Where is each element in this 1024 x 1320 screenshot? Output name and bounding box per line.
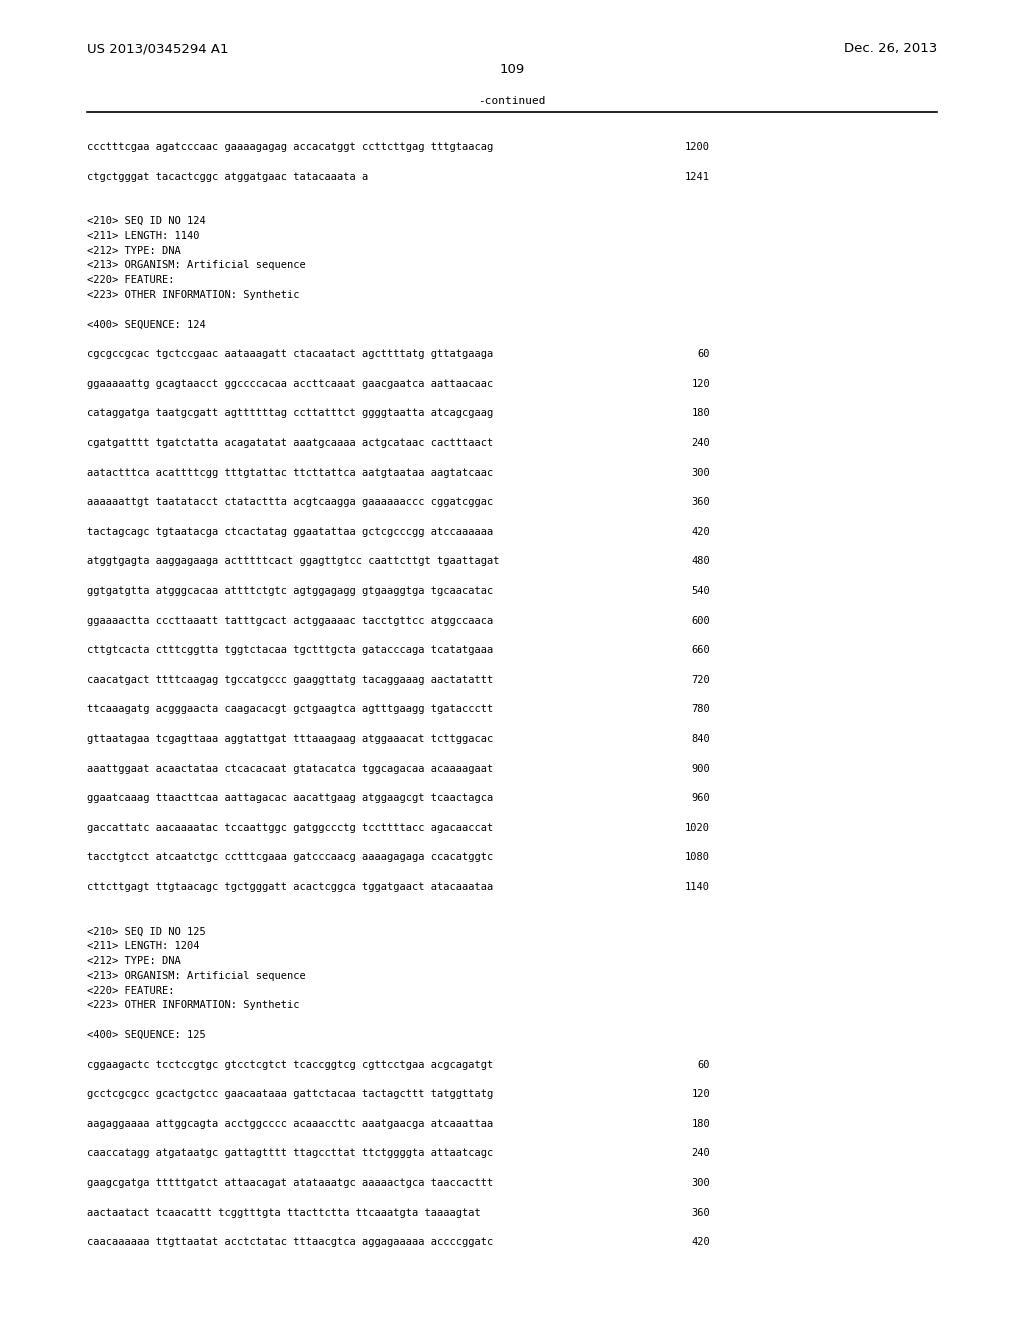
- Text: 540: 540: [691, 586, 710, 597]
- Text: 360: 360: [691, 498, 710, 507]
- Text: 1241: 1241: [685, 172, 710, 182]
- Text: <223> OTHER INFORMATION: Synthetic: <223> OTHER INFORMATION: Synthetic: [87, 1001, 299, 1010]
- Text: 420: 420: [691, 527, 710, 537]
- Text: <211> LENGTH: 1140: <211> LENGTH: 1140: [87, 231, 200, 240]
- Text: aatactttca acattttcgg tttgtattac ttcttattca aatgtaataa aagtatcaac: aatactttca acattttcgg tttgtattac ttcttat…: [87, 467, 494, 478]
- Text: caacatgact ttttcaagag tgccatgccc gaaggttatg tacaggaaag aactatattt: caacatgact ttttcaagag tgccatgccc gaaggtt…: [87, 675, 494, 685]
- Text: ttcaaagatg acgggaacta caagacacgt gctgaagtca agtttgaagg tgataccctt: ttcaaagatg acgggaacta caagacacgt gctgaag…: [87, 705, 494, 714]
- Text: 180: 180: [691, 408, 710, 418]
- Text: aactaatact tcaacattt tcggtttgta ttacttctta ttcaaatgta taaaagtat: aactaatact tcaacattt tcggtttgta ttacttct…: [87, 1208, 480, 1217]
- Text: <212> TYPE: DNA: <212> TYPE: DNA: [87, 956, 181, 966]
- Text: 240: 240: [691, 438, 710, 447]
- Text: gttaatagaa tcgagttaaa aggtattgat tttaaagaag atggaaacat tcttggacac: gttaatagaa tcgagttaaa aggtattgat tttaaag…: [87, 734, 494, 744]
- Text: gaccattatc aacaaaatac tccaattggc gatggccctg tccttttacc agacaaccat: gaccattatc aacaaaatac tccaattggc gatggcc…: [87, 822, 494, 833]
- Text: gaagcgatga tttttgatct attaacagat atataaatgc aaaaactgca taaccacttt: gaagcgatga tttttgatct attaacagat atataaa…: [87, 1177, 494, 1188]
- Text: aaattggaat acaactataa ctcacacaat gtatacatca tggcagacaa acaaaagaat: aaattggaat acaactataa ctcacacaat gtataca…: [87, 763, 494, 774]
- Text: <220> FEATURE:: <220> FEATURE:: [87, 275, 174, 285]
- Text: 120: 120: [691, 379, 710, 389]
- Text: ggaatcaaag ttaacttcaa aattagacac aacattgaag atggaagcgt tcaactagca: ggaatcaaag ttaacttcaa aattagacac aacattg…: [87, 793, 494, 803]
- Text: aagaggaaaa attggcagta acctggcccc acaaaccttc aaatgaacga atcaaattaa: aagaggaaaa attggcagta acctggcccc acaaacc…: [87, 1119, 494, 1129]
- Text: ctgctgggat tacactcggc atggatgaac tatacaaata a: ctgctgggat tacactcggc atggatgaac tatacaa…: [87, 172, 369, 182]
- Text: 180: 180: [691, 1119, 710, 1129]
- Text: <211> LENGTH: 1204: <211> LENGTH: 1204: [87, 941, 200, 952]
- Text: cttgtcacta ctttcggtta tggtctacaa tgctttgcta gatacccaga tcatatgaaa: cttgtcacta ctttcggtta tggtctacaa tgctttg…: [87, 645, 494, 655]
- Text: cataggatga taatgcgatt agttttttag ccttatttct ggggtaatta atcagcgaag: cataggatga taatgcgatt agttttttag ccttatt…: [87, 408, 494, 418]
- Text: 900: 900: [691, 763, 710, 774]
- Text: tactagcagc tgtaatacga ctcactatag ggaatattaa gctcgcccgg atccaaaaaa: tactagcagc tgtaatacga ctcactatag ggaatat…: [87, 527, 494, 537]
- Text: <213> ORGANISM: Artificial sequence: <213> ORGANISM: Artificial sequence: [87, 970, 306, 981]
- Text: atggtgagta aaggagaaga actttttcact ggagttgtcc caattcttgt tgaattagat: atggtgagta aaggagaaga actttttcact ggagtt…: [87, 557, 500, 566]
- Text: 960: 960: [691, 793, 710, 803]
- Text: ggaaaactta cccttaaatt tatttgcact actggaaaac tacctgttcc atggccaaca: ggaaaactta cccttaaatt tatttgcact actggaa…: [87, 615, 494, 626]
- Text: <210> SEQ ID NO 124: <210> SEQ ID NO 124: [87, 216, 206, 226]
- Text: 60: 60: [697, 1060, 710, 1069]
- Text: cggaagactc tcctccgtgc gtcctcgtct tcaccggtcg cgttcctgaa acgcagatgt: cggaagactc tcctccgtgc gtcctcgtct tcaccgg…: [87, 1060, 494, 1069]
- Text: 480: 480: [691, 557, 710, 566]
- Text: 1140: 1140: [685, 882, 710, 892]
- Text: <400> SEQUENCE: 124: <400> SEQUENCE: 124: [87, 319, 206, 330]
- Text: cttcttgagt ttgtaacagc tgctgggatt acactcggca tggatgaact atacaaataa: cttcttgagt ttgtaacagc tgctgggatt acactcg…: [87, 882, 494, 892]
- Text: caaccatagg atgataatgc gattagtttt ttagccttat ttctggggta attaatcagc: caaccatagg atgataatgc gattagtttt ttagcct…: [87, 1148, 494, 1159]
- Text: <213> ORGANISM: Artificial sequence: <213> ORGANISM: Artificial sequence: [87, 260, 306, 271]
- Text: <212> TYPE: DNA: <212> TYPE: DNA: [87, 246, 181, 256]
- Text: 109: 109: [500, 63, 524, 77]
- Text: <220> FEATURE:: <220> FEATURE:: [87, 986, 174, 995]
- Text: <223> OTHER INFORMATION: Synthetic: <223> OTHER INFORMATION: Synthetic: [87, 290, 299, 300]
- Text: 1020: 1020: [685, 822, 710, 833]
- Text: <400> SEQUENCE: 125: <400> SEQUENCE: 125: [87, 1030, 206, 1040]
- Text: gcctcgcgcc gcactgctcc gaacaataaa gattctacaa tactagcttt tatggttatg: gcctcgcgcc gcactgctcc gaacaataaa gattcta…: [87, 1089, 494, 1100]
- Text: cgcgccgcac tgctccgaac aataaagatt ctacaatact agcttttatg gttatgaaga: cgcgccgcac tgctccgaac aataaagatt ctacaat…: [87, 350, 494, 359]
- Text: ggtgatgtta atgggcacaa attttctgtc agtggagagg gtgaaggtga tgcaacatac: ggtgatgtta atgggcacaa attttctgtc agtggag…: [87, 586, 494, 597]
- Text: 1080: 1080: [685, 853, 710, 862]
- Text: 360: 360: [691, 1208, 710, 1217]
- Text: caacaaaaaa ttgttaatat acctctatac tttaacgtca aggagaaaaa accccggatc: caacaaaaaa ttgttaatat acctctatac tttaacg…: [87, 1237, 494, 1247]
- Text: cgatgatttt tgatctatta acagatatat aaatgcaaaa actgcataac cactttaact: cgatgatttt tgatctatta acagatatat aaatgca…: [87, 438, 494, 447]
- Text: 780: 780: [691, 705, 710, 714]
- Text: 120: 120: [691, 1089, 710, 1100]
- Text: 240: 240: [691, 1148, 710, 1159]
- Text: 720: 720: [691, 675, 710, 685]
- Text: 600: 600: [691, 615, 710, 626]
- Text: tacctgtcct atcaatctgc cctttcgaaa gatcccaacg aaaagagaga ccacatggtc: tacctgtcct atcaatctgc cctttcgaaa gatccca…: [87, 853, 494, 862]
- Text: Dec. 26, 2013: Dec. 26, 2013: [844, 42, 937, 55]
- Text: -continued: -continued: [478, 96, 546, 106]
- Text: 660: 660: [691, 645, 710, 655]
- Text: 420: 420: [691, 1237, 710, 1247]
- Text: 840: 840: [691, 734, 710, 744]
- Text: US 2013/0345294 A1: US 2013/0345294 A1: [87, 42, 228, 55]
- Text: aaaaaattgt taatatacct ctatacttta acgtcaagga gaaaaaaccc cggatcggac: aaaaaattgt taatatacct ctatacttta acgtcaa…: [87, 498, 494, 507]
- Text: 60: 60: [697, 350, 710, 359]
- Text: 300: 300: [691, 1177, 710, 1188]
- Text: 1200: 1200: [685, 143, 710, 152]
- Text: ggaaaaattg gcagtaacct ggccccacaa accttcaaat gaacgaatca aattaacaac: ggaaaaattg gcagtaacct ggccccacaa accttca…: [87, 379, 494, 389]
- Text: 300: 300: [691, 467, 710, 478]
- Text: <210> SEQ ID NO 125: <210> SEQ ID NO 125: [87, 927, 206, 936]
- Text: ccctttcgaa agatcccaac gaaaagagag accacatggt ccttcttgag tttgtaacag: ccctttcgaa agatcccaac gaaaagagag accacat…: [87, 143, 494, 152]
